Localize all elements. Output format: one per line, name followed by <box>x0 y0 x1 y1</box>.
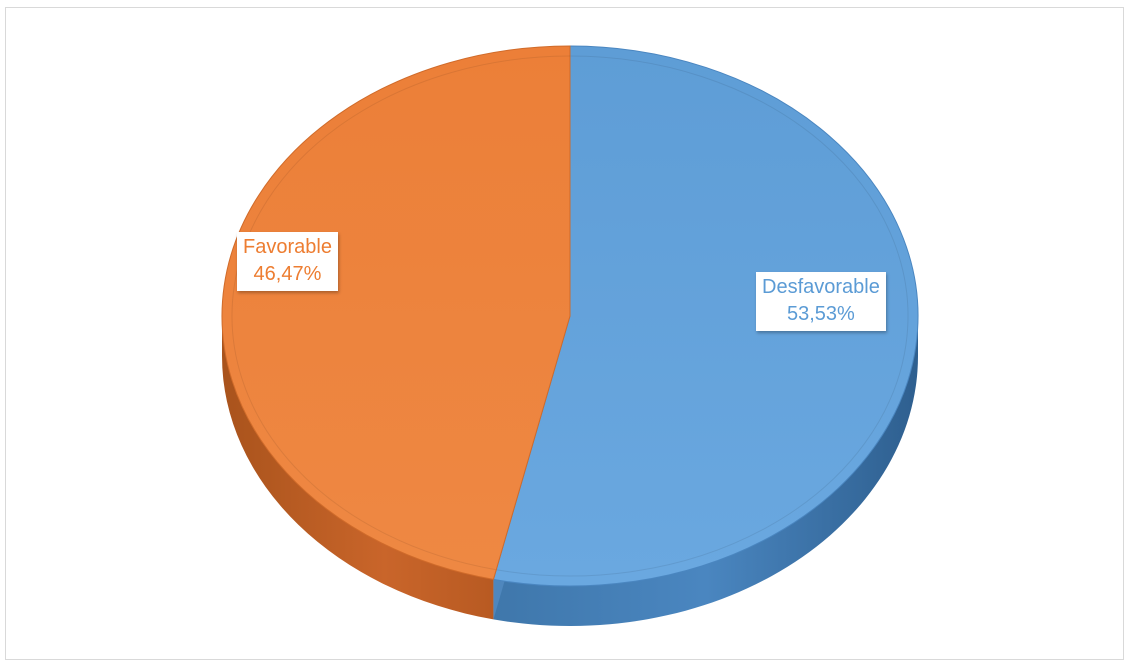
data-label-percent: 46,47% <box>253 263 322 285</box>
pie-bevel-desfavorable <box>495 55 909 577</box>
data-label-category: Desfavorable <box>762 276 880 298</box>
data-label-favorable: Favorable 46,47% <box>237 232 338 291</box>
data-label-category: Favorable <box>243 236 332 258</box>
pie-slice-favorable <box>221 45 571 580</box>
pie-side-favorable <box>222 316 494 620</box>
pie-side-desfavorable <box>493 316 918 626</box>
pie-bevel-favorable <box>231 55 571 571</box>
pie-slice-desfavorable <box>492 45 919 587</box>
data-label-desfavorable: Desfavorable 53,53% <box>756 272 886 331</box>
data-label-percent: 53,53% <box>787 303 855 325</box>
